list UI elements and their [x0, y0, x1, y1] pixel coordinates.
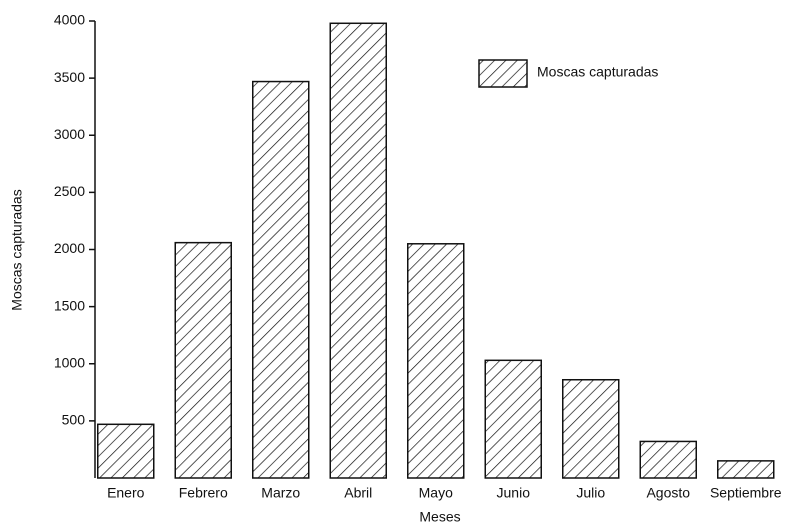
- bar: [639, 440, 697, 479]
- y-tick-label: 1500: [54, 297, 85, 313]
- x-tick-label: Mayo: [419, 485, 453, 501]
- x-tick-label: Enero: [107, 485, 145, 501]
- y-tick-label: 500: [62, 412, 86, 428]
- bar: [174, 241, 232, 479]
- bar: [484, 359, 542, 479]
- bar: [717, 460, 775, 479]
- y-tick-label: 1000: [54, 354, 85, 370]
- legend-swatch: [478, 59, 528, 88]
- y-tick-label: 2000: [54, 240, 85, 256]
- x-tick-label: Agosto: [646, 485, 690, 501]
- y-tick-label: 2500: [54, 183, 85, 199]
- y-axis-label: Moscas capturadas: [9, 189, 25, 310]
- legend-label: Moscas capturadas: [537, 64, 658, 80]
- bar: [329, 22, 387, 479]
- bar: [562, 378, 620, 479]
- bar: [407, 243, 465, 479]
- x-axis-label: Meses: [419, 509, 460, 525]
- bar: [252, 80, 310, 479]
- y-tick-label: 4000: [54, 12, 85, 28]
- y-tick-label: 3500: [54, 69, 85, 85]
- x-tick-label: Septiembre: [710, 485, 782, 501]
- x-tick-label: Julio: [576, 485, 605, 501]
- x-tick-label: Junio: [497, 485, 531, 501]
- x-tick-label: Abril: [344, 485, 372, 501]
- x-tick-label: Marzo: [261, 485, 300, 501]
- bar: [97, 423, 155, 479]
- x-tick-label: Febrero: [179, 485, 228, 501]
- y-tick-label: 3000: [54, 126, 85, 142]
